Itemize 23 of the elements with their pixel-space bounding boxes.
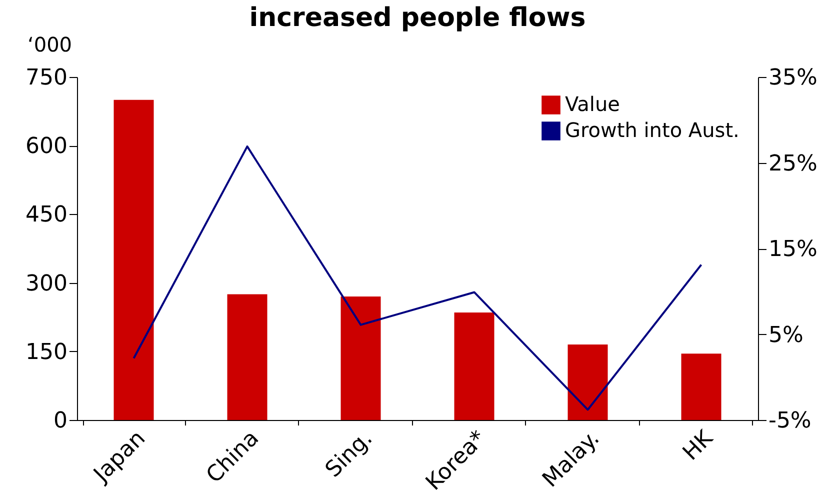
x-tick-label: HK	[678, 426, 718, 466]
y-tick-label: 300	[26, 271, 68, 296]
bar	[340, 296, 381, 420]
y2-tick-label: 25%	[768, 151, 818, 176]
line-series	[132, 145, 702, 411]
y2-tick-label: -5%	[768, 408, 812, 434]
y2-tick-label: 5%	[768, 322, 804, 348]
bar	[681, 354, 722, 420]
chart-title: increased people flows	[249, 3, 586, 33]
y-tick-label: 0	[54, 408, 68, 434]
bar	[568, 344, 608, 420]
legend-label: Growth into Aust.	[565, 118, 740, 142]
y-tick-label: 600	[26, 134, 68, 160]
y-axis-title: ‘000	[28, 32, 72, 56]
y-tick-label: 150	[26, 340, 68, 365]
y2-tick-label: 35%	[768, 66, 818, 90]
y2-tick-label: 15%	[768, 237, 818, 262]
y-tick-label: 450	[26, 202, 68, 228]
y-tick-label: 750	[26, 66, 68, 90]
bar	[227, 294, 268, 420]
bar	[114, 100, 154, 420]
bar	[454, 312, 494, 420]
legend-label: Value	[565, 92, 620, 116]
